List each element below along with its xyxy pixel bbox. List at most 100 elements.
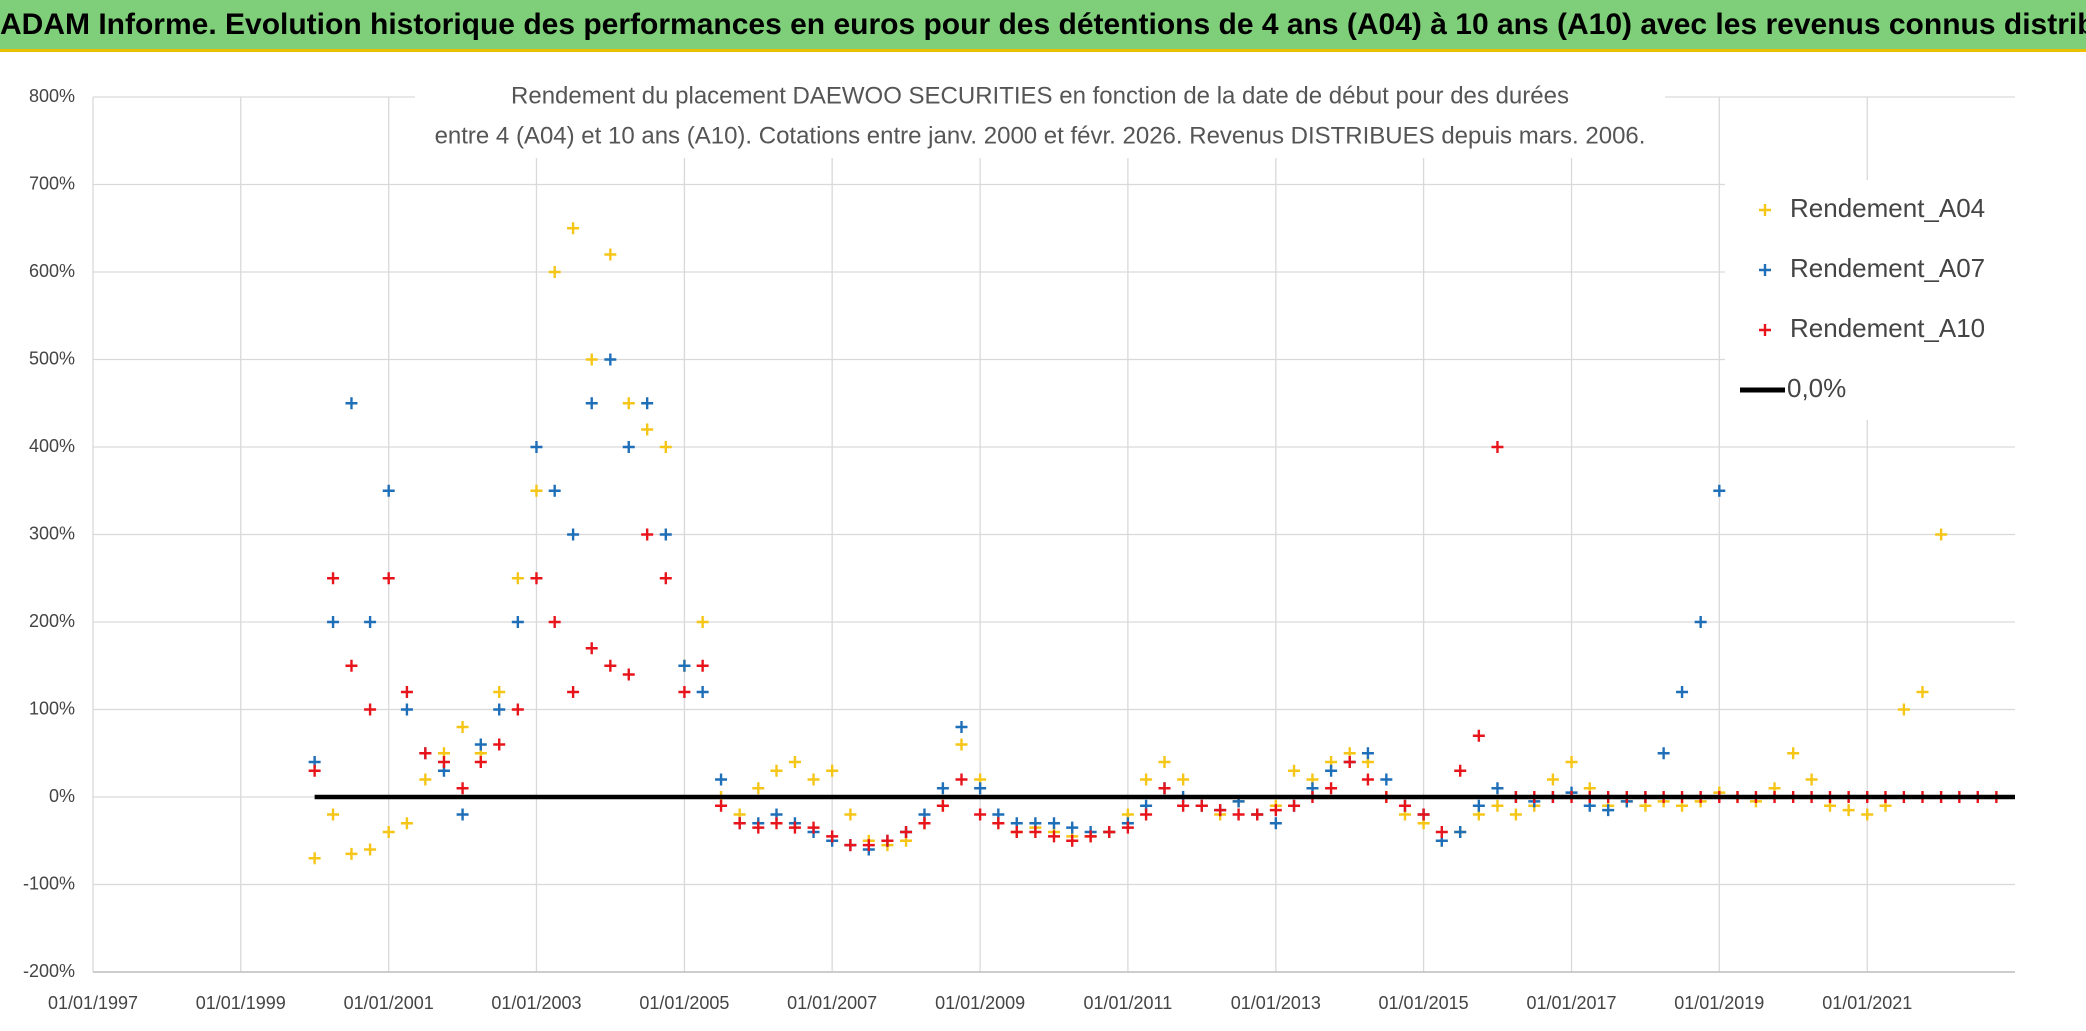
point xyxy=(567,686,580,698)
point xyxy=(696,659,709,672)
point xyxy=(511,616,524,628)
x-tick-label: 01/01/2005 xyxy=(639,993,729,1013)
point xyxy=(308,764,321,777)
x-tick-label: 01/01/2003 xyxy=(491,993,581,1013)
point xyxy=(955,721,968,733)
point xyxy=(345,847,358,860)
point xyxy=(659,528,672,541)
point xyxy=(1935,528,1948,541)
y-tick-label: 800% xyxy=(29,86,75,106)
point xyxy=(696,686,709,698)
point xyxy=(992,817,1005,830)
point xyxy=(752,782,765,795)
point xyxy=(1251,808,1264,821)
point xyxy=(1602,804,1615,817)
point xyxy=(752,821,765,834)
point xyxy=(548,266,561,278)
point xyxy=(807,773,820,786)
point xyxy=(1491,799,1504,812)
point xyxy=(1158,756,1171,768)
point xyxy=(844,808,857,821)
point xyxy=(585,642,598,655)
x-tick-label: 01/01/2009 xyxy=(935,993,1025,1013)
point xyxy=(1805,773,1818,786)
point xyxy=(530,484,543,497)
point xyxy=(382,572,395,585)
point xyxy=(641,423,654,436)
point xyxy=(1343,756,1356,768)
point xyxy=(1066,821,1079,834)
point xyxy=(659,572,672,585)
chart-title: entre 4 (A04) et 10 ans (A10). Cotations… xyxy=(435,122,1646,149)
point xyxy=(382,484,395,497)
point xyxy=(1491,441,1504,453)
point xyxy=(1842,804,1855,817)
x-tick-label: 01/01/2007 xyxy=(787,993,877,1013)
point xyxy=(788,756,801,768)
legend-label: 0,0% xyxy=(1787,373,1846,403)
legend-marker xyxy=(1759,324,1771,336)
x-tick-label: 01/01/2015 xyxy=(1379,993,1469,1013)
point xyxy=(770,764,783,777)
point xyxy=(1694,616,1707,628)
title-background xyxy=(415,76,1665,158)
point xyxy=(604,353,617,366)
point xyxy=(530,572,543,585)
legend-marker xyxy=(1759,204,1771,216)
point xyxy=(936,799,949,812)
point xyxy=(345,659,358,672)
point xyxy=(1546,773,1559,786)
point xyxy=(1121,821,1134,834)
legend-label: Rendement_A07 xyxy=(1790,253,1985,283)
point xyxy=(1676,686,1689,698)
y-tick-label: 100% xyxy=(29,698,75,718)
point xyxy=(456,721,469,733)
point xyxy=(604,248,617,261)
point xyxy=(1417,808,1430,821)
point xyxy=(567,528,580,541)
point xyxy=(604,659,617,672)
y-tick-label: 400% xyxy=(29,436,75,456)
page-header: ADAM Informe. Evolution historique des p… xyxy=(0,0,2086,52)
point xyxy=(807,821,820,834)
point xyxy=(1713,484,1726,497)
point xyxy=(936,782,949,795)
point xyxy=(364,843,377,856)
x-tick-label: 01/01/2021 xyxy=(1822,993,1912,1013)
point xyxy=(493,738,506,751)
point xyxy=(400,817,413,830)
point xyxy=(844,839,857,852)
point xyxy=(364,616,377,628)
point xyxy=(678,659,691,672)
x-tick-label: 01/01/2017 xyxy=(1526,993,1616,1013)
point xyxy=(1048,817,1060,830)
point xyxy=(1787,747,1800,760)
point xyxy=(474,756,487,768)
point xyxy=(1325,782,1338,795)
point xyxy=(1269,817,1282,830)
point xyxy=(548,616,561,628)
point xyxy=(345,397,358,410)
point xyxy=(1897,703,1910,716)
point xyxy=(1435,826,1448,838)
point xyxy=(1195,799,1208,812)
point xyxy=(641,397,654,410)
x-tick-label: 01/01/2019 xyxy=(1674,993,1764,1013)
point xyxy=(1491,782,1504,795)
point xyxy=(548,484,561,497)
point xyxy=(1269,804,1282,817)
point xyxy=(622,441,635,453)
legend-label: Rendement_A04 xyxy=(1790,193,1985,223)
point xyxy=(862,839,875,852)
y-tick-label: 0% xyxy=(49,786,75,806)
point xyxy=(493,686,506,698)
point xyxy=(1177,799,1190,812)
point xyxy=(1380,773,1393,786)
x-tick-label: 01/01/2001 xyxy=(344,993,434,1013)
point xyxy=(327,572,340,585)
point xyxy=(1048,830,1060,843)
point xyxy=(1158,782,1171,795)
point xyxy=(622,668,635,681)
chart-title: Rendement du placement DAEWOO SECURITIES… xyxy=(511,82,1569,109)
